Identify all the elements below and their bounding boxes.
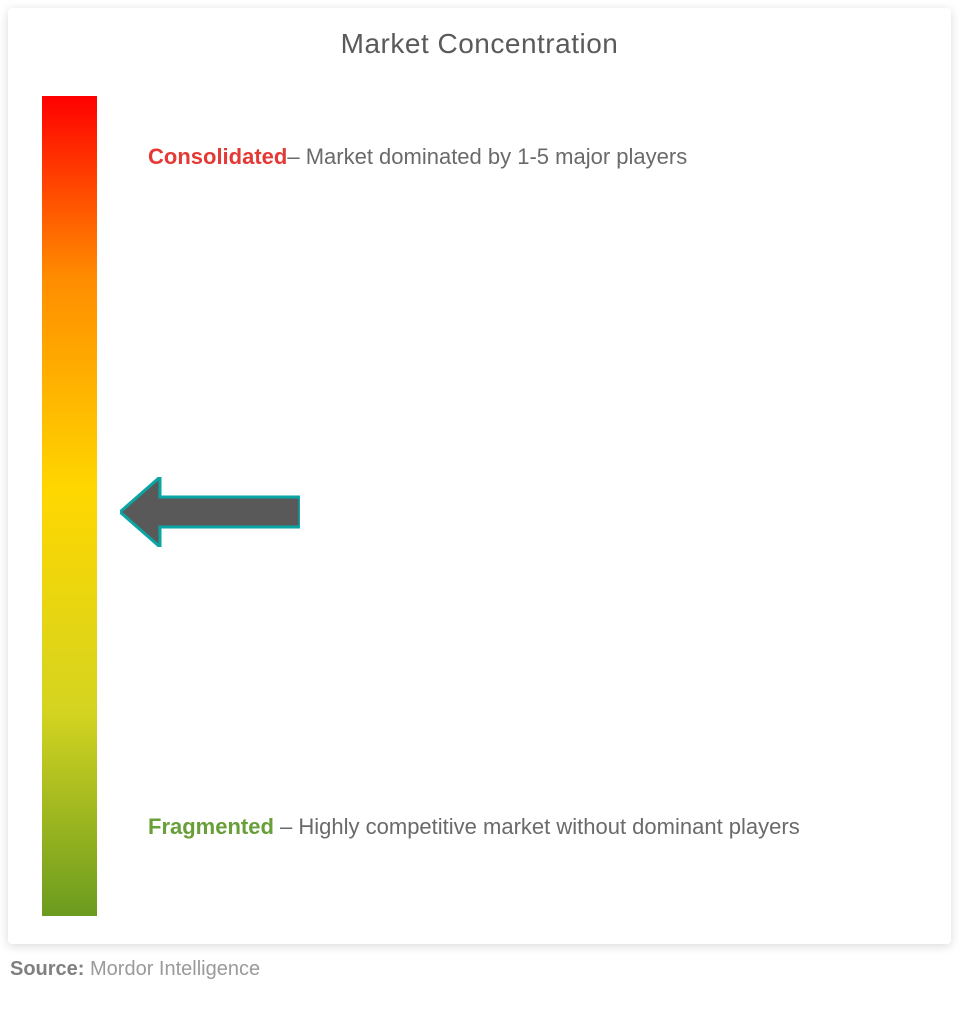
fragmented-description: Fragmented – Highly competitive market w… xyxy=(148,798,888,855)
consolidated-label: Consolidated xyxy=(148,144,287,169)
fragmented-text: – Highly competitive market without domi… xyxy=(274,814,800,839)
consolidated-text: – Market dominated by 1-5 major players xyxy=(287,144,687,169)
position-arrow-icon xyxy=(120,477,300,547)
consolidated-description: Consolidated– Market dominated by 1-5 ma… xyxy=(148,128,888,185)
chart-title: Market Concentration xyxy=(8,8,951,60)
source-attribution: Source: Mordor Intelligence xyxy=(10,958,260,981)
fragmented-label: Fragmented xyxy=(148,814,274,839)
source-label: Source: xyxy=(10,958,84,980)
source-value: Mordor Intelligence xyxy=(84,958,260,980)
concentration-gradient-bar xyxy=(42,96,97,916)
chart-card: Market Concentration Consolidated– Marke… xyxy=(8,8,951,944)
